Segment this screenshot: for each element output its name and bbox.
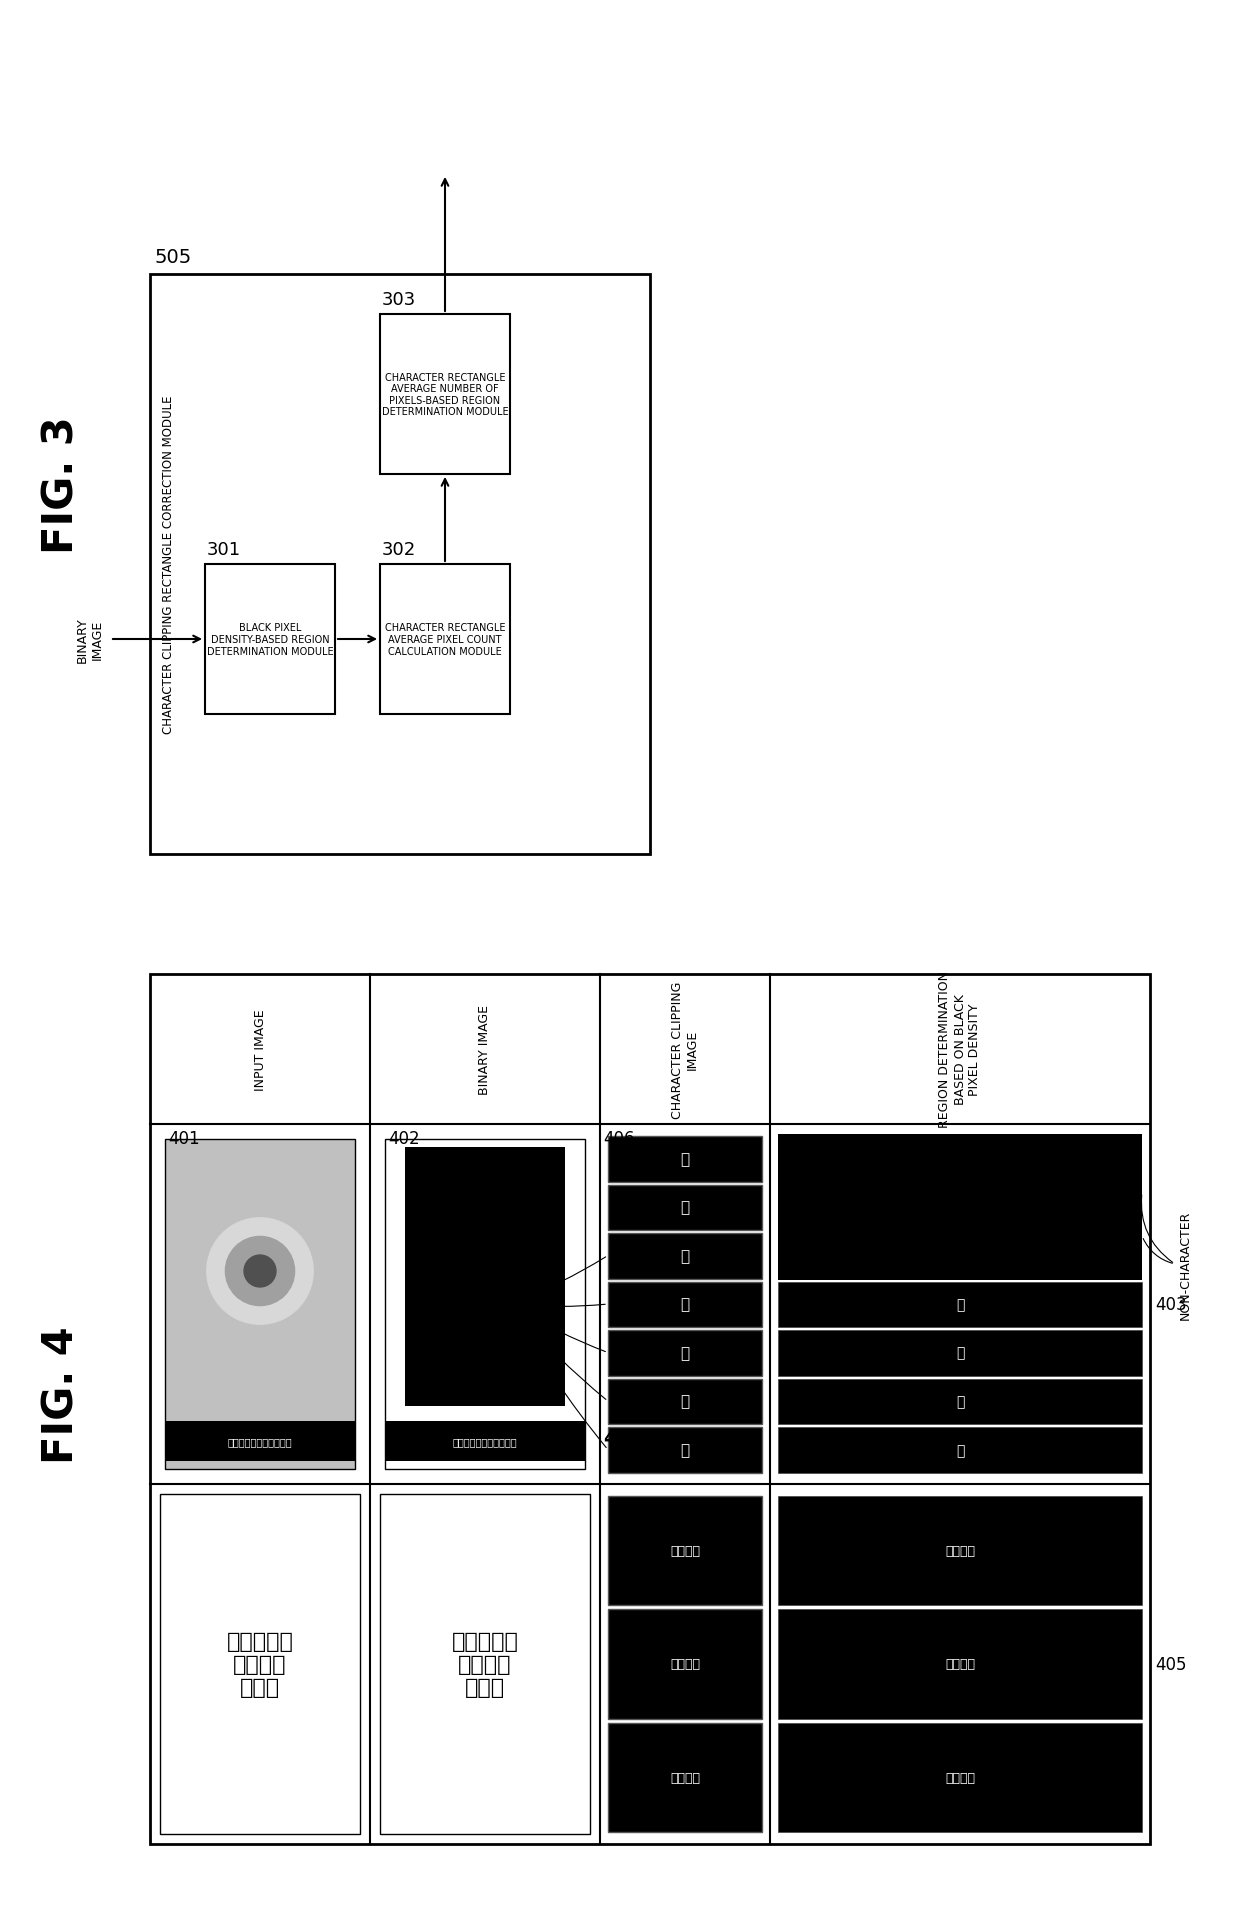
Bar bbox=[608, 1380, 763, 1424]
Bar bbox=[608, 1723, 763, 1832]
Text: 然の雨に: 然の雨に bbox=[670, 1545, 701, 1558]
Bar bbox=[384, 1422, 585, 1460]
Text: 301: 301 bbox=[207, 542, 241, 559]
Bar bbox=[608, 1137, 763, 1183]
Text: の: の bbox=[681, 1346, 689, 1361]
Bar bbox=[608, 1497, 763, 1606]
Text: 突然の雨に
備く森然
の雨に: 突然の雨に 備く森然 の雨に bbox=[451, 1631, 518, 1698]
Text: CHARACTER RECTANGLE
AVERAGE PIXEL COUNT
CALCULATION MODULE: CHARACTER RECTANGLE AVERAGE PIXEL COUNT … bbox=[384, 624, 505, 657]
Text: 然の雨に: 然の雨に bbox=[945, 1545, 975, 1558]
Circle shape bbox=[226, 1236, 295, 1305]
Bar bbox=[777, 1610, 1142, 1719]
Text: 然: 然 bbox=[681, 1393, 689, 1409]
Text: CHARACTER: CHARACTER bbox=[486, 1267, 498, 1342]
Text: CHARACTER CLIPPING
IMAGE: CHARACTER CLIPPING IMAGE bbox=[671, 980, 699, 1118]
Text: REGION DETERMINATION
BASED ON BLACK
PIXEL DENSITY: REGION DETERMINATION BASED ON BLACK PIXE… bbox=[939, 970, 982, 1127]
Bar bbox=[379, 314, 510, 475]
Text: に備く森: に備く森 bbox=[945, 1658, 975, 1671]
Bar bbox=[205, 565, 335, 714]
Bar bbox=[165, 1139, 355, 1470]
Text: 405: 405 bbox=[1154, 1656, 1187, 1673]
Bar bbox=[777, 1135, 1142, 1280]
Text: FIG. 4: FIG. 4 bbox=[41, 1326, 83, 1462]
Text: の: の bbox=[956, 1346, 965, 1359]
Bar bbox=[608, 1282, 763, 1328]
Bar bbox=[379, 1495, 590, 1834]
Text: 然: 然 bbox=[956, 1395, 965, 1409]
Text: に: に bbox=[681, 1248, 689, 1263]
Bar bbox=[379, 565, 510, 714]
Text: く: く bbox=[681, 1150, 689, 1166]
Text: 備: 備 bbox=[681, 1200, 689, 1215]
Text: 402: 402 bbox=[388, 1129, 419, 1146]
Text: 突然の雨: 突然の雨 bbox=[670, 1770, 701, 1784]
Bar bbox=[777, 1428, 1142, 1474]
Bar bbox=[150, 276, 650, 854]
Bar bbox=[608, 1233, 763, 1279]
Text: 302: 302 bbox=[382, 542, 417, 559]
Text: 突然の雨: 突然の雨 bbox=[945, 1770, 975, 1784]
Bar bbox=[150, 974, 1149, 1843]
Text: 突然の雨に備く森然の雨: 突然の雨に備く森然の雨 bbox=[228, 1436, 293, 1447]
Text: に備く森: に備く森 bbox=[670, 1658, 701, 1671]
Bar bbox=[160, 1495, 360, 1834]
Text: 突然の雨に
備く森然
の雨に: 突然の雨に 備く森然 の雨に bbox=[227, 1631, 294, 1698]
Text: 突: 突 bbox=[681, 1443, 689, 1457]
Text: 403: 403 bbox=[1154, 1296, 1187, 1313]
Text: 突: 突 bbox=[956, 1443, 965, 1457]
Text: BLACK PIXEL
DENSITY-BASED REGION
DETERMINATION MODULE: BLACK PIXEL DENSITY-BASED REGION DETERMI… bbox=[207, 624, 334, 657]
Text: NON-CHARACTER: NON-CHARACTER bbox=[1178, 1210, 1192, 1319]
Bar bbox=[405, 1146, 565, 1407]
Bar bbox=[777, 1330, 1142, 1376]
Bar bbox=[777, 1723, 1142, 1832]
Bar bbox=[608, 1428, 763, 1474]
Text: 401: 401 bbox=[167, 1129, 200, 1146]
Text: CHARACTER CLIPPING RECTANGLE CORRECTION MODULE: CHARACTER CLIPPING RECTANGLE CORRECTION … bbox=[161, 396, 175, 733]
Text: INPUT IMAGE: INPUT IMAGE bbox=[253, 1009, 267, 1091]
Text: 406: 406 bbox=[603, 1129, 635, 1146]
Text: CHARACTER RECTANGLE
AVERAGE NUMBER OF
PIXELS-BASED REGION
DETERMINATION MODULE: CHARACTER RECTANGLE AVERAGE NUMBER OF PI… bbox=[382, 373, 508, 417]
Text: 505: 505 bbox=[155, 249, 192, 266]
Bar bbox=[608, 1610, 763, 1719]
Bar bbox=[384, 1139, 585, 1470]
Text: FIG. 3: FIG. 3 bbox=[41, 415, 83, 553]
Bar bbox=[777, 1380, 1142, 1424]
Bar bbox=[777, 1282, 1142, 1328]
Circle shape bbox=[244, 1256, 277, 1288]
Bar bbox=[608, 1330, 763, 1376]
Bar bbox=[165, 1422, 355, 1460]
Text: 雨: 雨 bbox=[956, 1298, 965, 1311]
Text: 突然の雨に備く森然の雨: 突然の雨に備く森然の雨 bbox=[453, 1436, 517, 1447]
Text: 303: 303 bbox=[382, 291, 417, 308]
Text: BINARY
IMAGE: BINARY IMAGE bbox=[76, 616, 104, 662]
Text: BINARY IMAGE: BINARY IMAGE bbox=[479, 1005, 491, 1095]
Circle shape bbox=[207, 1217, 314, 1324]
Bar bbox=[777, 1497, 1142, 1606]
Text: 404: 404 bbox=[603, 1430, 641, 1447]
Bar bbox=[608, 1185, 763, 1231]
Text: 雨: 雨 bbox=[681, 1298, 689, 1311]
